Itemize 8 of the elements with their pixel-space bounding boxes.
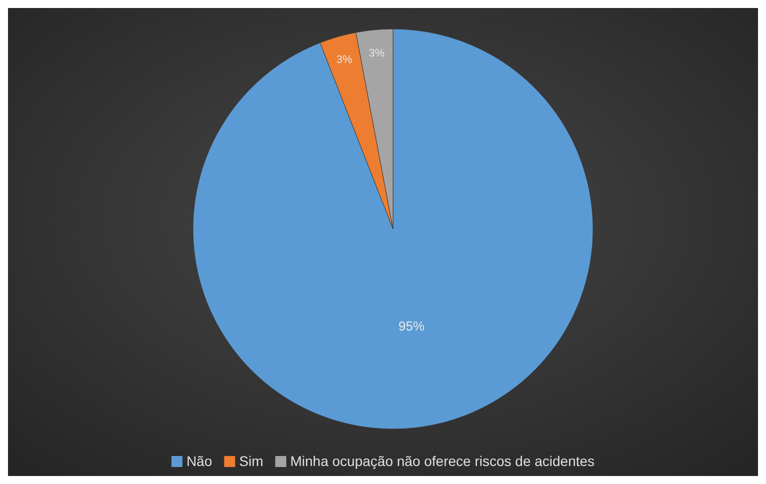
legend-label: Sim [239,453,264,469]
data-label: 95% [398,318,425,334]
data-label: 3% [336,54,353,66]
data-label: 3% [368,48,385,60]
slice-label: Não [186,453,212,469]
pie-slice [320,32,394,230]
legend-label: Minha ocupação não oferece riscos de acidentes [290,453,595,469]
pie-slice [192,28,594,429]
